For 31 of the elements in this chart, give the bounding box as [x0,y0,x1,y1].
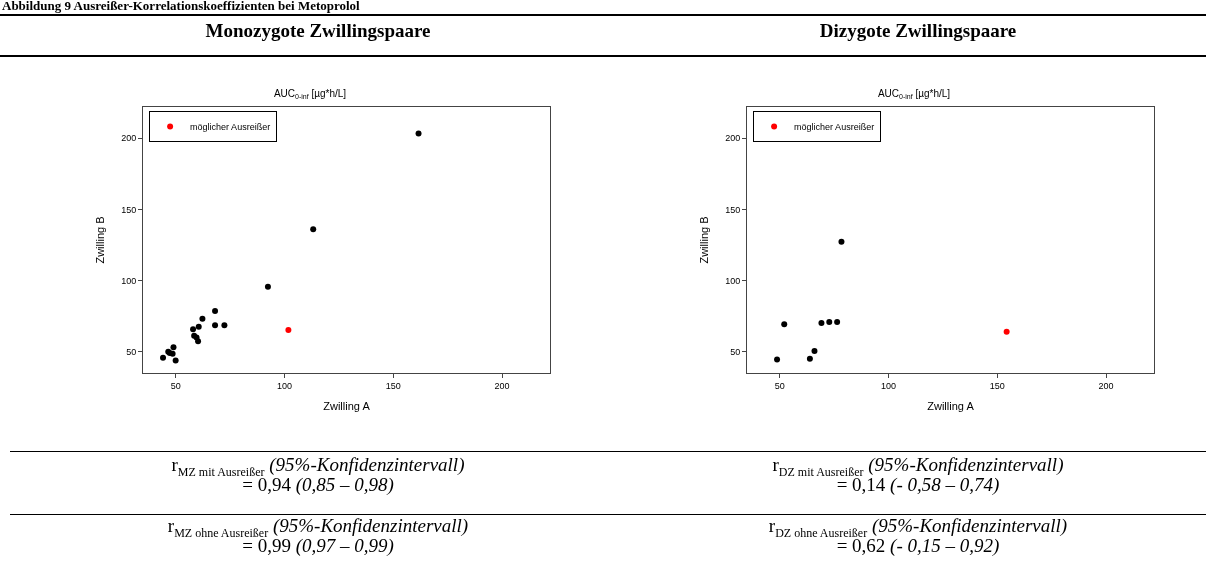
x-tick-label: 50 [170,380,181,391]
y-tick-label: 50 [126,346,137,357]
y-tick-label: 200 [121,133,137,144]
y-tick-label: 100 [725,275,741,286]
text: r$_{MZ ohne Ausreißer}$ (95%-Konfidenzintervall) [167,515,469,540]
text: r$_{MZ mit Ausreißer}$ (95%-Konfidenzintervall) [171,454,465,479]
chart-title: AUC$_{0-inf}$ [µg*h/L] [273,88,347,101]
x-tick-label: 50 [774,380,785,391]
text: r$_{DZ mit Ausreißer}$ (95%-Konfidenzintervall) [772,454,1064,479]
y-tick-label: 100 [121,275,137,286]
x-tick-label: 150 [989,380,1005,391]
text: r$_{DZ ohne Ausreißer}$ (95%-Konfidenzintervall) [768,515,1068,540]
x-tick-label: 200 [1098,380,1114,391]
y-tick-label: 50 [730,346,741,357]
y-tick-label: 150 [725,204,741,215]
x-tick-label: 200 [494,380,510,391]
y-axis-title: Zwilling B [697,216,710,264]
chart-title: AUC$_{0-inf}$ [µg*h/L] [877,88,951,101]
x-tick-label: 100 [880,380,896,391]
text: Dizygote Zwillingspaare [818,20,1018,42]
x-axis-title: Zwilling A [927,400,975,412]
text: Abbildung 9 Ausreißer-Korrelationskoeffizienten bei Metoprolol [2,0,360,14]
legend-label: möglicher Ausreißer [190,122,271,132]
text: Monozygote Zwillingspaare [204,20,432,42]
x-tick-label: 100 [276,380,292,391]
y-tick-label: 200 [725,133,741,144]
y-axis-title: Zwilling B [93,216,106,264]
legend-label: möglicher Ausreißer [794,122,875,132]
y-tick-label: 150 [121,204,137,215]
x-axis-title: Zwilling A [323,400,371,412]
x-tick-label: 150 [385,380,401,391]
